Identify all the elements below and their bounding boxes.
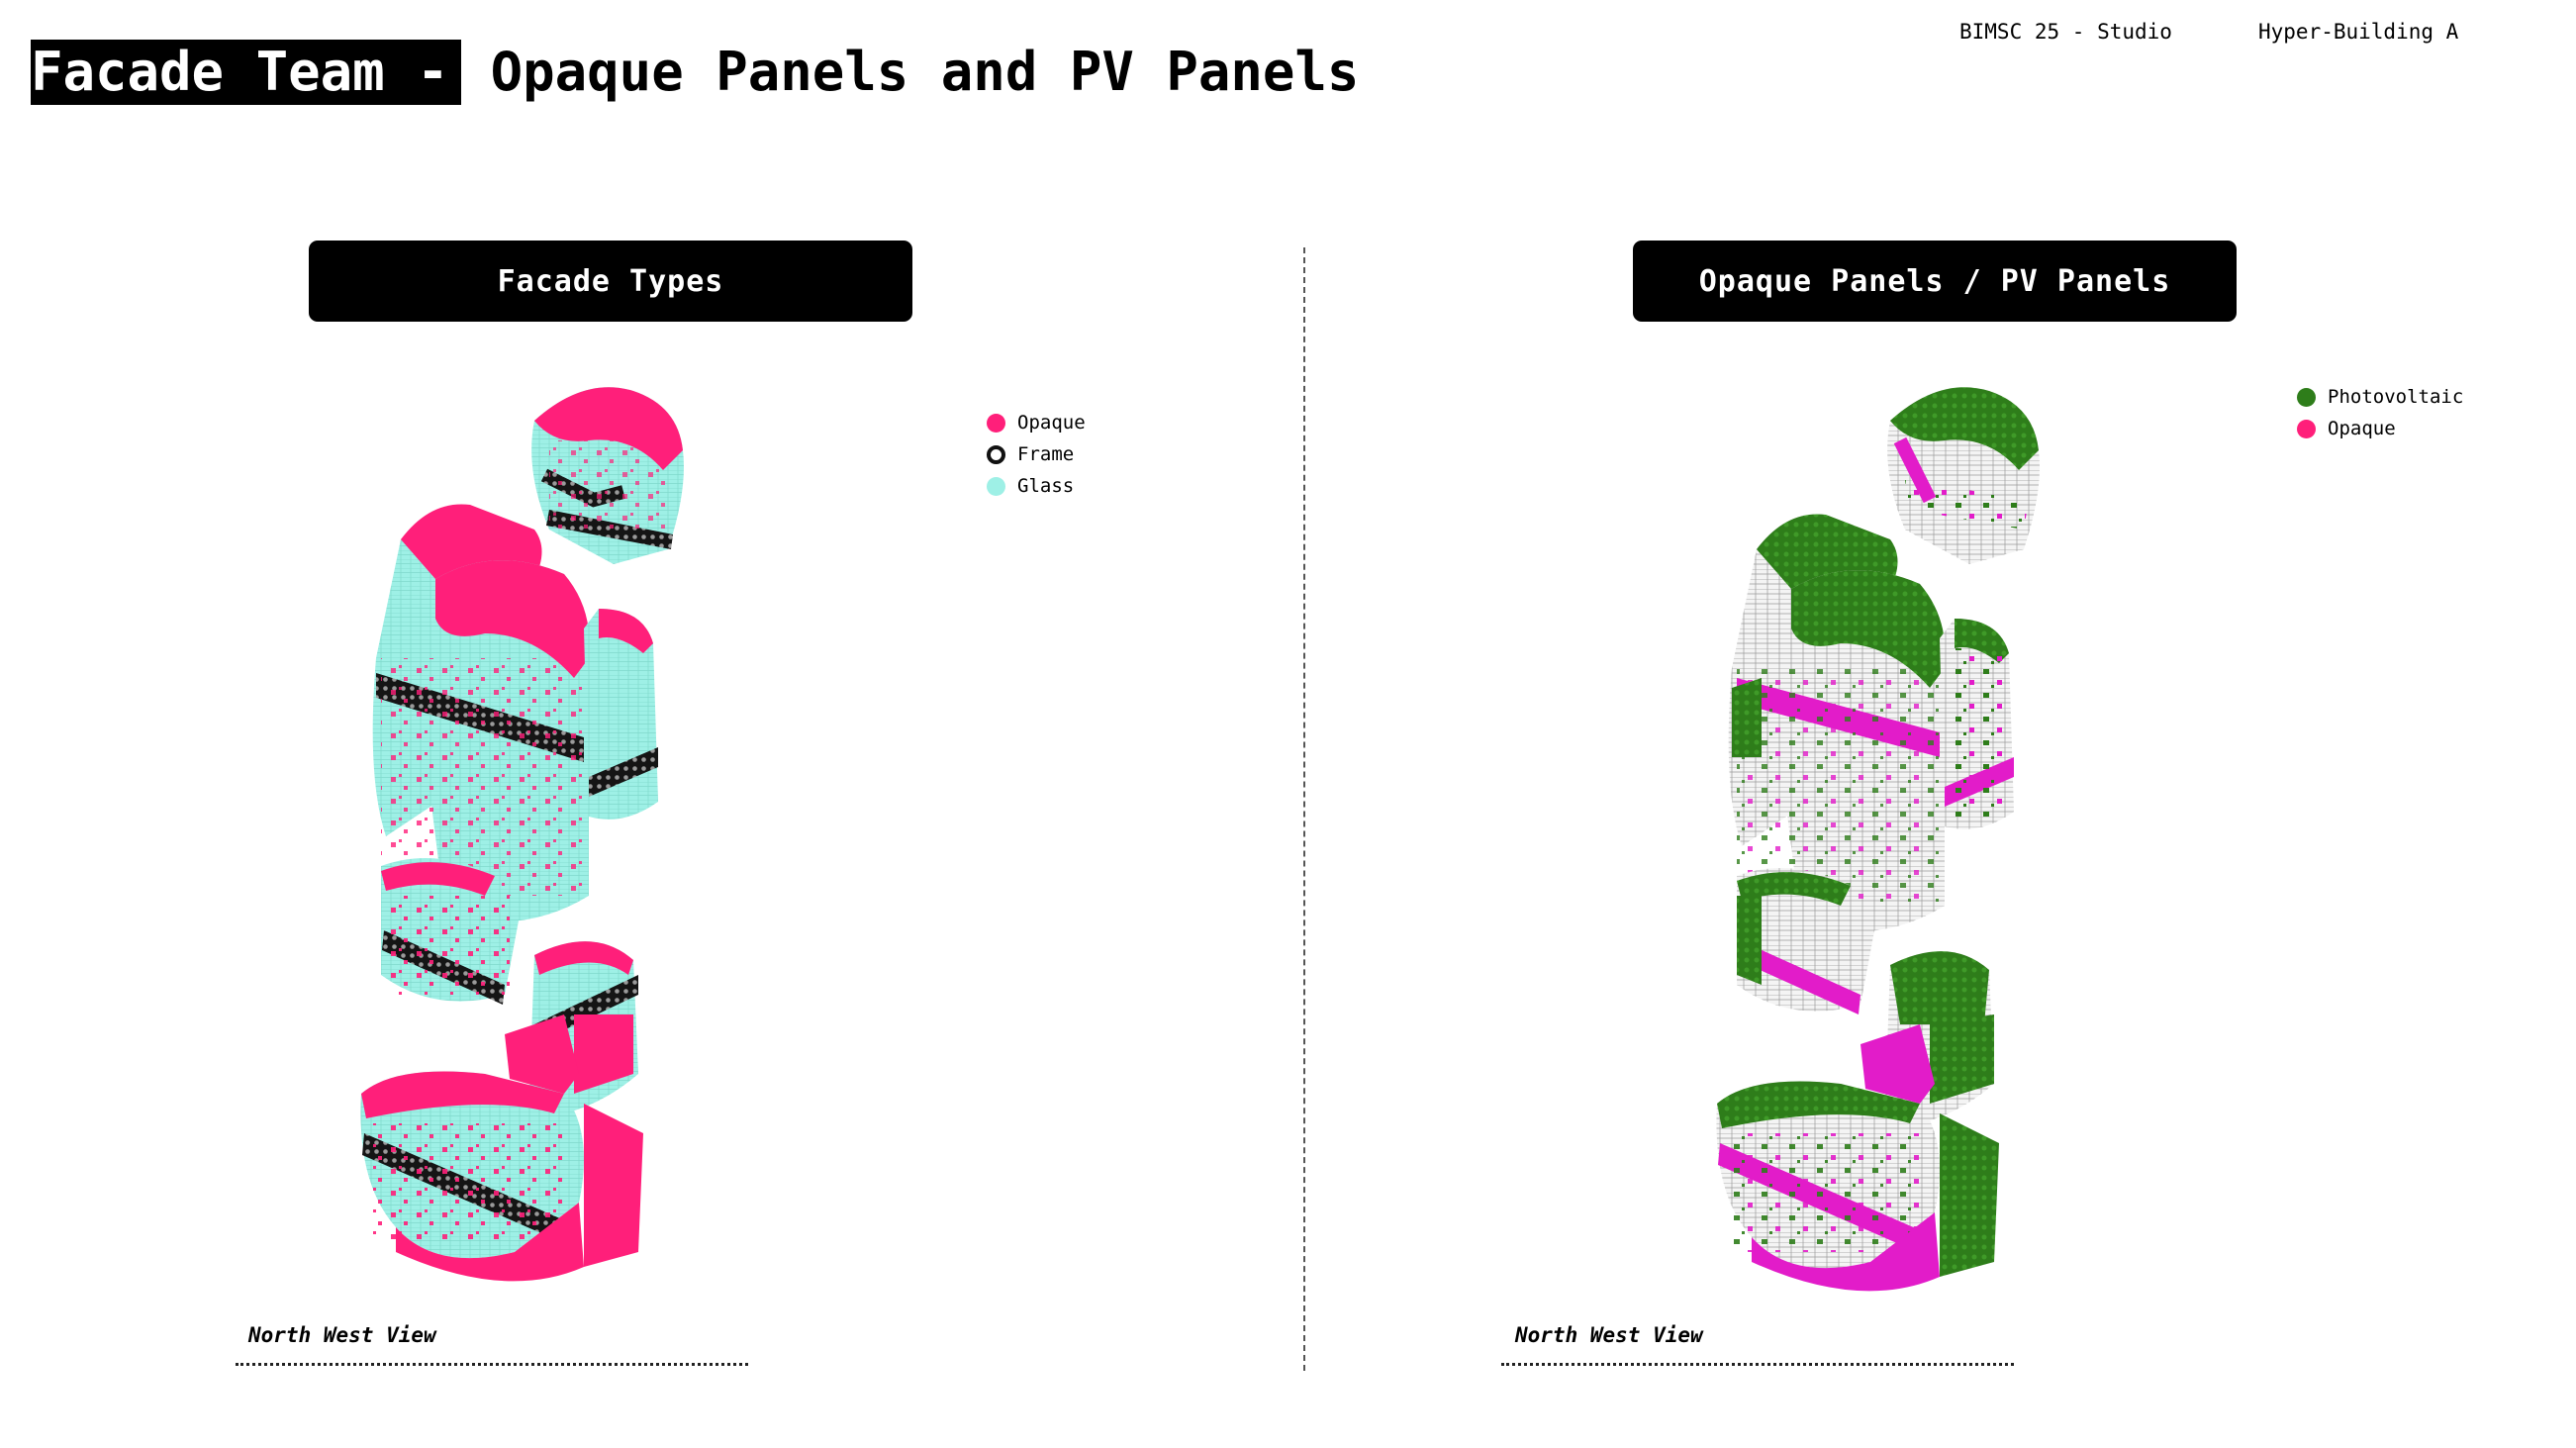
glass-swatch-icon: [987, 476, 1005, 496]
facade-types-model: [360, 387, 684, 1282]
legend-item-frame: Frame: [987, 438, 1086, 470]
facade-types-legend: Opaque Frame Glass: [987, 407, 1086, 502]
frame-swatch-icon: [987, 444, 1005, 464]
legend-label: Photovoltaic: [2328, 386, 2464, 408]
page-title-rest: Opaque Panels and PV Panels: [490, 41, 1360, 103]
photovoltaic-swatch-icon: [2297, 387, 2316, 407]
pv-panels-title: Opaque Panels / PV Panels: [1633, 241, 2237, 322]
project-label: Hyper-Building A: [2258, 20, 2459, 44]
legend-label: Frame: [1017, 443, 1075, 465]
legend-item-photovoltaic: Photovoltaic: [2297, 381, 2463, 413]
legend-item-glass: Glass: [987, 470, 1086, 502]
pv-panels-model: [1716, 387, 2040, 1292]
page-title-highlight: Facade Team -: [31, 40, 461, 105]
right-view-rule: [1501, 1363, 2014, 1366]
right-view-label: North West View: [1515, 1323, 1703, 1347]
legend-item-opaque: Opaque: [987, 407, 1086, 438]
pv-panels-legend: Photovoltaic Opaque: [2297, 381, 2463, 444]
page-title: Facade Team - Opaque Panels and PV Panels: [31, 40, 1359, 105]
opaque-swatch-icon: [987, 413, 1005, 433]
left-view-label: North West View: [248, 1323, 436, 1347]
course-label: BIMSC 25 - Studio: [1959, 20, 2172, 44]
legend-label: Glass: [1017, 475, 1075, 497]
panel-divider: [1303, 247, 1305, 1371]
legend-label: Opaque: [1017, 412, 1086, 434]
legend-label: Opaque: [2328, 418, 2396, 439]
facade-types-title: Facade Types: [309, 241, 912, 322]
legend-item-opaque: Opaque: [2297, 413, 2463, 444]
left-view-rule: [236, 1363, 748, 1366]
opaque-swatch-icon: [2297, 419, 2316, 438]
